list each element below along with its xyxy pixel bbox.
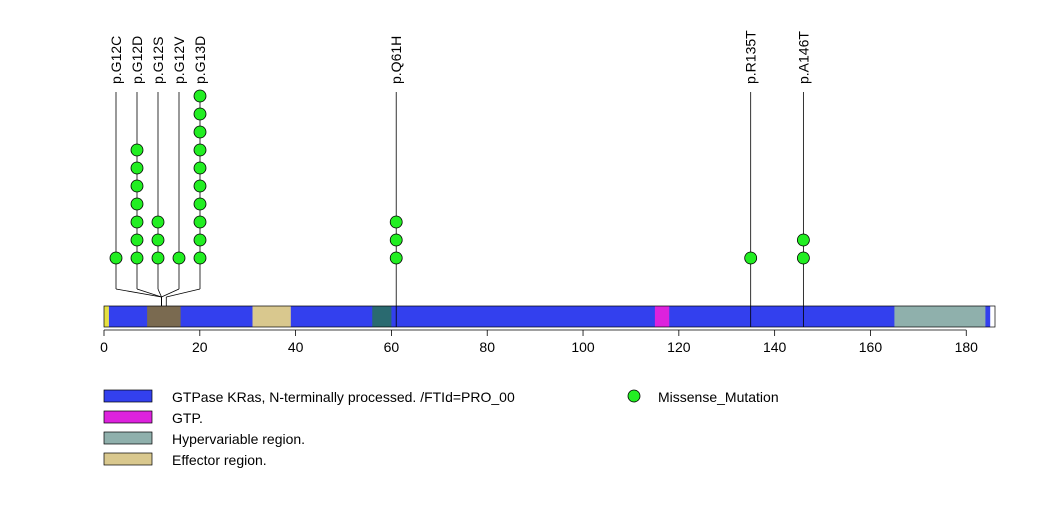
mutation-point-p.A146T-1 — [796, 251, 810, 265]
domain-overlap-2 — [372, 306, 392, 327]
mutation-point-p.G13D-4 — [193, 197, 207, 211]
mutation-point-p.A146T-2 — [796, 233, 810, 247]
mutation-point-p.G12S-1 — [151, 251, 165, 265]
mutation-point-p.G12D-7 — [130, 143, 144, 157]
legend-point-marker — [627, 389, 641, 403]
mutation-point-p.G12S-2 — [151, 233, 165, 247]
x-tick-label-180: 180 — [955, 339, 979, 355]
x-tick-label-140: 140 — [763, 339, 787, 355]
mutation-label-p.G12D: p.G12D — [129, 36, 145, 84]
connector-p.G12D — [136, 288, 162, 298]
mutation-label-p.G12C: p.G12C — [108, 36, 124, 84]
mutation-point-p.G12D-4 — [130, 197, 144, 211]
legend-swatch-3 — [103, 452, 153, 466]
x-tick-label-40: 40 — [288, 339, 304, 355]
mutation-label-p.G12V: p.G12V — [171, 36, 187, 84]
mutation-points — [109, 89, 810, 265]
x-tick-label-120: 120 — [667, 339, 691, 355]
mutation-point-p.Q61H-1 — [389, 251, 403, 265]
mutation-label-p.Q61H: p.Q61H — [388, 36, 404, 84]
mutation-point-p.G12V-1 — [172, 251, 186, 265]
mutation-stems — [115, 92, 804, 327]
legend-label-1: GTP. — [172, 410, 203, 426]
domain-overlap-0 — [104, 306, 109, 327]
legend-label-2: Hypervariable region. — [172, 431, 305, 447]
mutation-point-p.G13D-6 — [193, 161, 207, 175]
x-tick-label-100: 100 — [571, 339, 595, 355]
mutation-point-p.G13D-10 — [193, 89, 207, 103]
domain-0 — [108, 306, 991, 327]
domain-overlap-1 — [147, 306, 181, 327]
x-tick-label-20: 20 — [192, 339, 208, 355]
mutation-point-p.G12D-3 — [130, 215, 144, 229]
mutation-point-p.G13D-1 — [193, 251, 207, 265]
legend: GTPase KRas, N-terminally processed. /FT… — [103, 389, 779, 468]
mutation-point-p.Q61H-3 — [389, 215, 403, 229]
x-tick-label-0: 0 — [100, 339, 108, 355]
mutation-point-p.G12D-2 — [130, 233, 144, 247]
mutation-label-p.A146T: p.A146T — [795, 31, 811, 84]
mutation-point-p.G12S-3 — [151, 215, 165, 229]
protein-outline — [103, 305, 996, 328]
mutation-point-p.G12D-5 — [130, 179, 144, 193]
mutation-point-p.G12D-1 — [130, 251, 144, 265]
x-tick-label-80: 80 — [479, 339, 495, 355]
mutation-label-p.R135T: p.R135T — [743, 30, 759, 84]
legend-swatch-2 — [103, 431, 153, 445]
mutation-labels: p.G12C p.G12D p.G12S p.G12V p.G13D p.Q61H p.R1… — [108, 30, 811, 84]
protein-bar — [103, 305, 996, 328]
x-axis: 0 20 40 60 80 100 120 140 160 180 — [100, 329, 979, 355]
legend-swatch-0 — [103, 389, 153, 403]
mutation-label-p.G12S: p.G12S — [150, 37, 166, 84]
mutation-point-p.Q61H-2 — [389, 233, 403, 247]
mutation-point-p.G13D-7 — [193, 143, 207, 157]
mutation-label-p.G13D: p.G13D — [192, 36, 208, 84]
legend-point-label: Missense_Mutation — [658, 389, 779, 405]
x-tick-label-60: 60 — [384, 339, 400, 355]
mutation-point-p.G13D-2 — [193, 233, 207, 247]
connector-p.G12C — [115, 288, 162, 298]
mutation-point-p.G13D-9 — [193, 107, 207, 121]
mutation-point-p.G13D-8 — [193, 125, 207, 139]
domain-2 — [894, 306, 986, 327]
mutation-point-p.G13D-3 — [193, 215, 207, 229]
legend-label-0: GTPase KRas, N-terminally processed. /FT… — [172, 389, 515, 405]
legend-label-3: Effector region. — [172, 452, 267, 468]
legend-swatch-1 — [103, 410, 153, 424]
mutation-point-p.G12C-1 — [109, 251, 123, 265]
domain-3 — [252, 306, 291, 327]
connector-p.G13D — [166, 288, 201, 298]
mutation-point-p.R135T-1 — [744, 251, 758, 265]
mutation-point-p.G12D-6 — [130, 161, 144, 175]
connector-p.G12S — [157, 288, 162, 298]
domain-1 — [654, 306, 670, 327]
x-tick-label-160: 160 — [859, 339, 883, 355]
connector-p.G12V — [161, 288, 180, 298]
mutation-point-p.G13D-5 — [193, 179, 207, 193]
